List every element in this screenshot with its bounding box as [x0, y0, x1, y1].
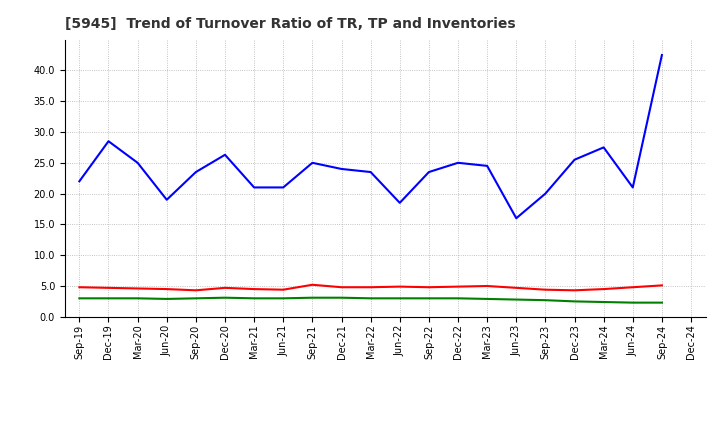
- Trade Receivables: [337, 285, 346, 290]
- Trade Receivables: [104, 285, 113, 290]
- Trade Payables: [657, 52, 666, 58]
- Trade Payables: [629, 185, 637, 190]
- Inventories: [512, 297, 521, 302]
- Inventories: [163, 296, 171, 301]
- Trade Receivables: [657, 283, 666, 288]
- Trade Payables: [425, 169, 433, 175]
- Trade Receivables: [483, 283, 492, 289]
- Inventories: [570, 299, 579, 304]
- Line: Trade Receivables: Trade Receivables: [79, 285, 662, 290]
- Line: Inventories: Inventories: [79, 298, 662, 303]
- Trade Payables: [512, 216, 521, 221]
- Trade Payables: [454, 160, 462, 165]
- Inventories: [483, 296, 492, 301]
- Trade Payables: [250, 185, 258, 190]
- Inventories: [250, 296, 258, 301]
- Trade Payables: [104, 139, 113, 144]
- Text: [5945]  Trend of Turnover Ratio of TR, TP and Inventories: [5945] Trend of Turnover Ratio of TR, TP…: [65, 18, 516, 32]
- Inventories: [133, 296, 142, 301]
- Trade Payables: [366, 169, 375, 175]
- Trade Receivables: [163, 286, 171, 292]
- Trade Payables: [75, 179, 84, 184]
- Trade Receivables: [220, 285, 229, 290]
- Inventories: [75, 296, 84, 301]
- Trade Payables: [133, 160, 142, 165]
- Inventories: [599, 299, 608, 304]
- Inventories: [337, 295, 346, 301]
- Inventories: [541, 297, 550, 303]
- Trade Payables: [395, 200, 404, 205]
- Trade Payables: [570, 157, 579, 162]
- Inventories: [192, 296, 200, 301]
- Trade Receivables: [599, 286, 608, 292]
- Line: Trade Payables: Trade Payables: [79, 55, 662, 218]
- Trade Payables: [279, 185, 287, 190]
- Inventories: [454, 296, 462, 301]
- Trade Receivables: [425, 285, 433, 290]
- Trade Payables: [192, 169, 200, 175]
- Inventories: [425, 296, 433, 301]
- Trade Receivables: [541, 287, 550, 292]
- Inventories: [366, 296, 375, 301]
- Trade Payables: [337, 166, 346, 172]
- Inventories: [395, 296, 404, 301]
- Trade Receivables: [512, 285, 521, 290]
- Trade Receivables: [454, 284, 462, 289]
- Legend: Trade Receivables, Trade Payables, Inventories: Trade Receivables, Trade Payables, Inven…: [179, 439, 591, 440]
- Trade Receivables: [308, 282, 317, 287]
- Trade Receivables: [279, 287, 287, 292]
- Inventories: [629, 300, 637, 305]
- Trade Receivables: [133, 286, 142, 291]
- Inventories: [279, 296, 287, 301]
- Inventories: [308, 295, 317, 301]
- Trade Payables: [220, 152, 229, 158]
- Trade Payables: [163, 197, 171, 202]
- Inventories: [657, 300, 666, 305]
- Trade Receivables: [192, 288, 200, 293]
- Trade Payables: [599, 145, 608, 150]
- Trade Receivables: [366, 285, 375, 290]
- Trade Payables: [483, 163, 492, 169]
- Trade Receivables: [250, 286, 258, 292]
- Inventories: [104, 296, 113, 301]
- Inventories: [220, 295, 229, 301]
- Trade Receivables: [570, 288, 579, 293]
- Trade Payables: [308, 160, 317, 165]
- Trade Receivables: [75, 285, 84, 290]
- Trade Receivables: [629, 285, 637, 290]
- Trade Payables: [541, 191, 550, 196]
- Trade Receivables: [395, 284, 404, 289]
